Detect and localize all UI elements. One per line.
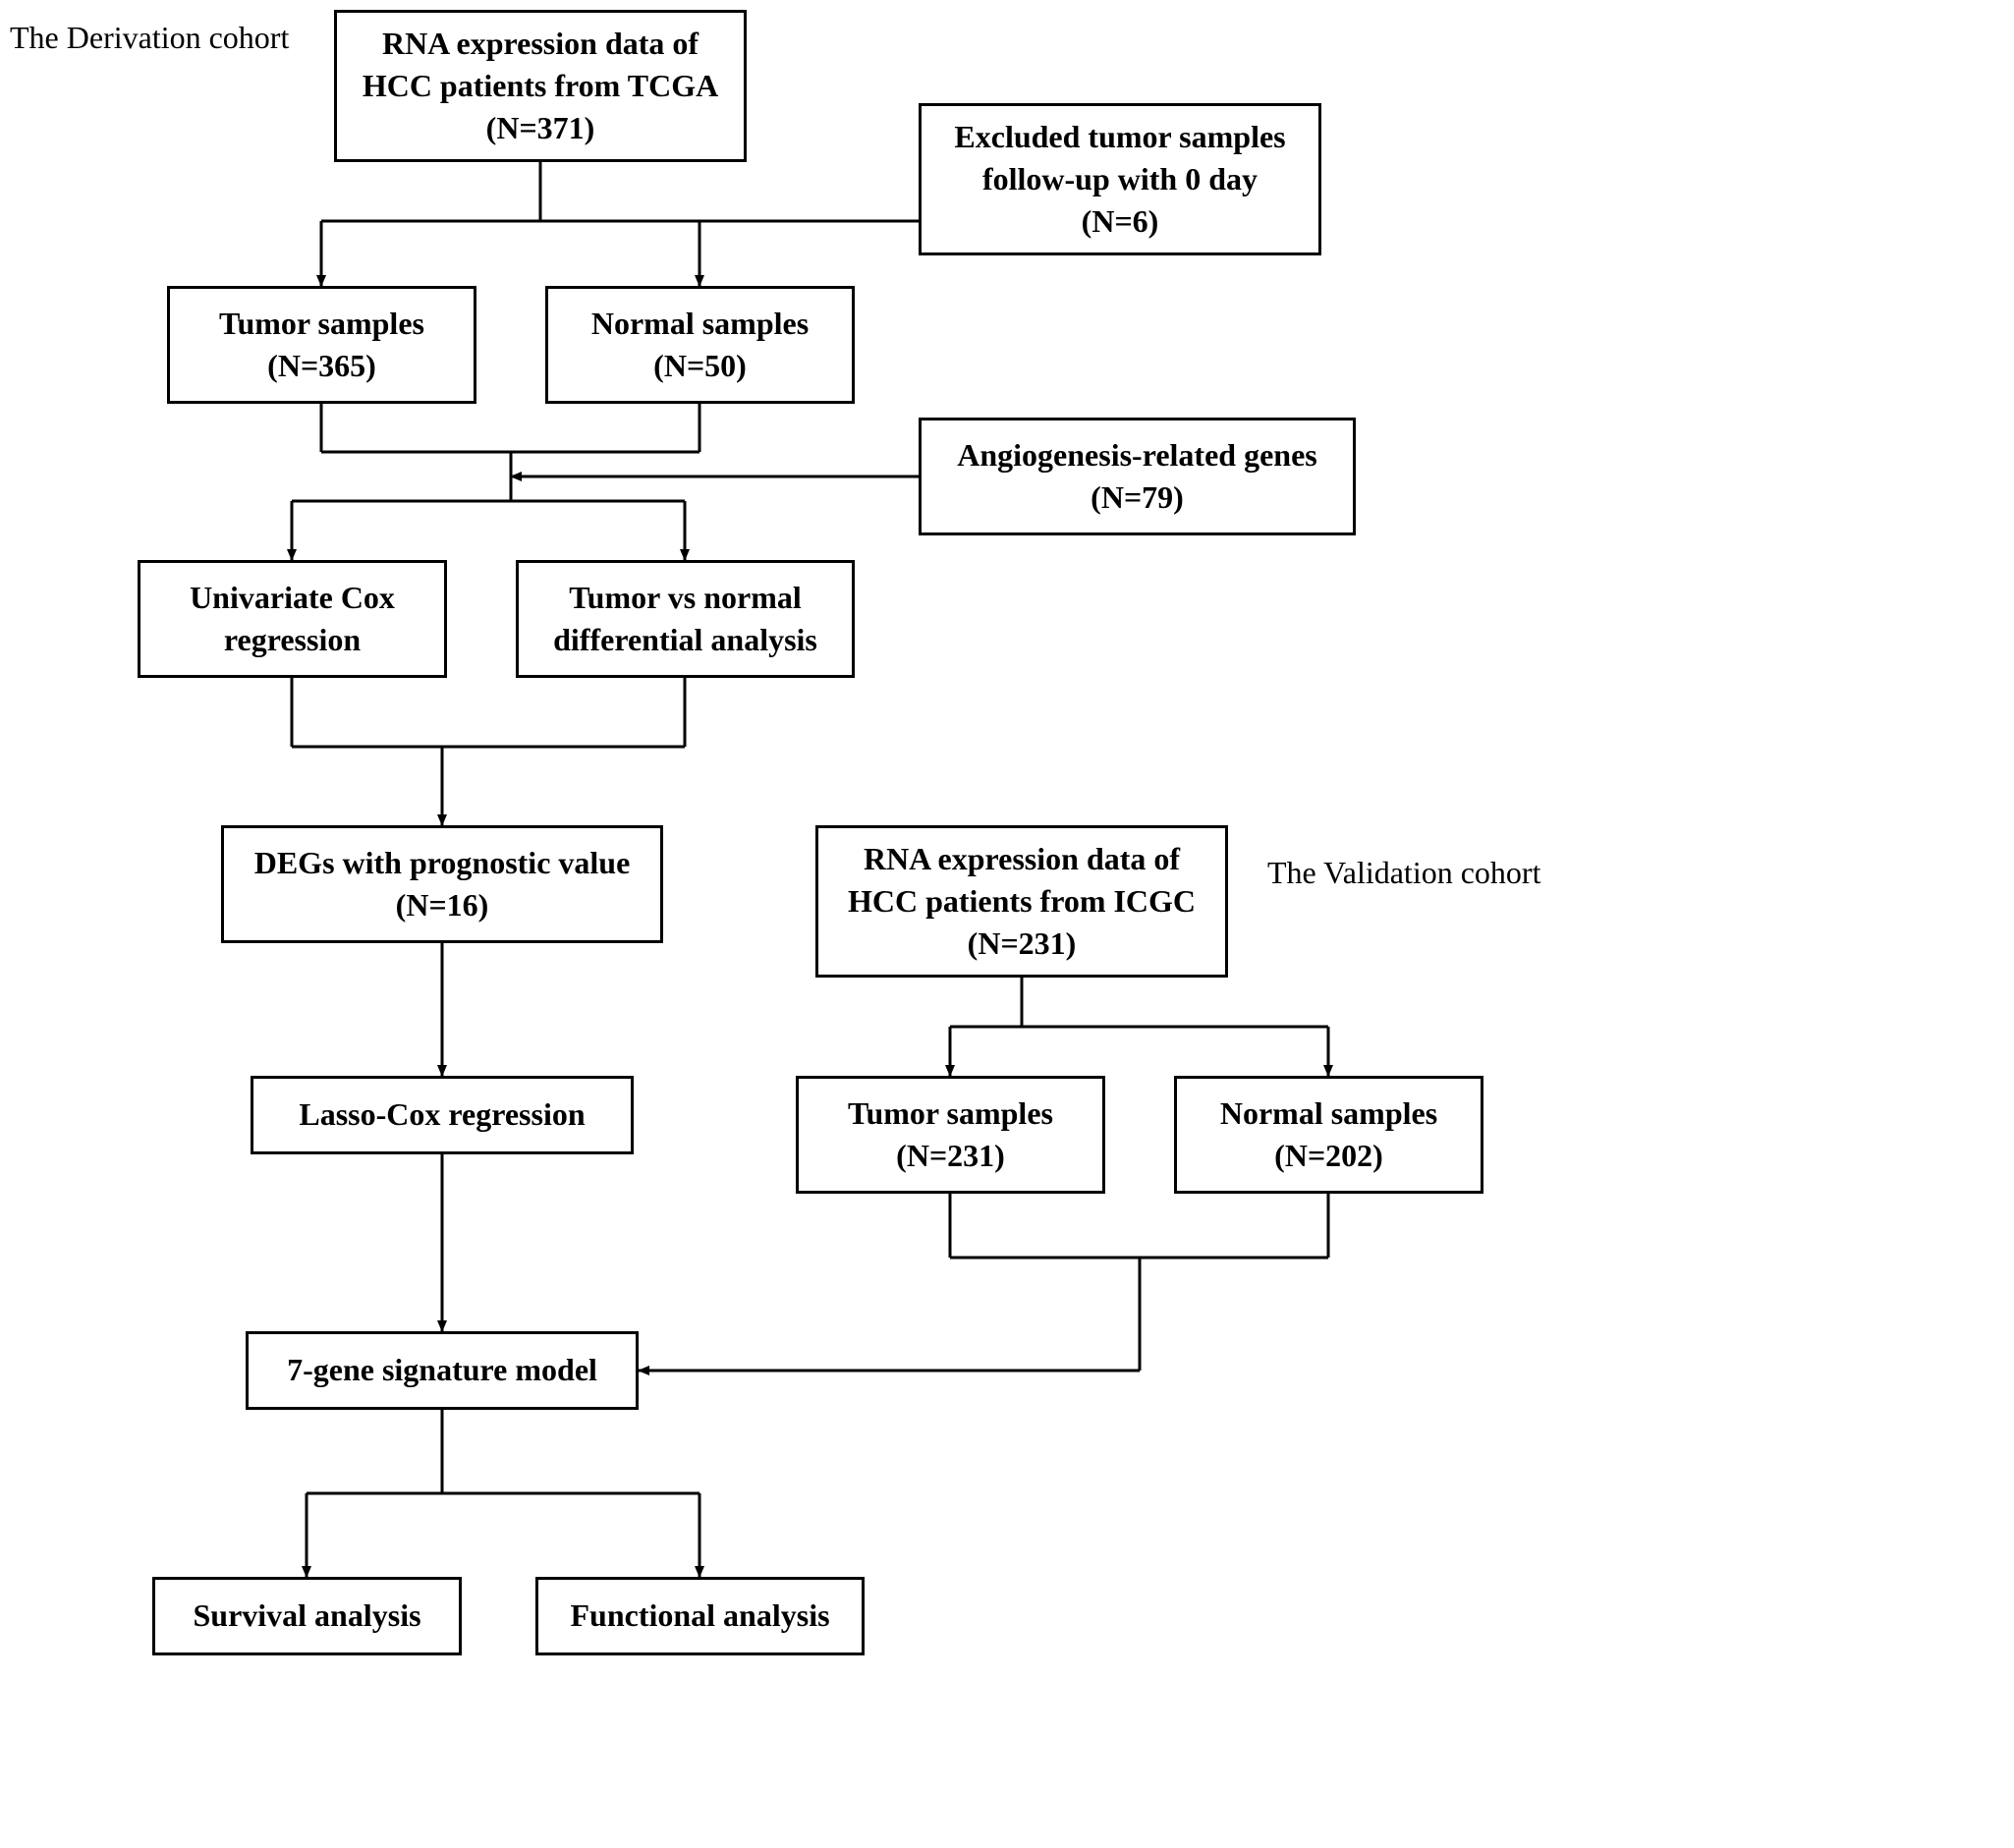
degs-line2: (N=16) <box>396 884 489 926</box>
tumor-icgc-box: Tumor samples (N=231) <box>796 1076 1105 1194</box>
tumor-tcga-box: Tumor samples (N=365) <box>167 286 476 404</box>
degs-box: DEGs with prognostic value (N=16) <box>221 825 663 943</box>
survival-line1: Survival analysis <box>193 1595 420 1637</box>
angiogenesis-line2: (N=79) <box>1091 476 1184 519</box>
angiogenesis-box: Angiogenesis-related genes (N=79) <box>919 418 1356 535</box>
derivation-cohort-label: The Derivation cohort <box>10 20 289 56</box>
signature-line1: 7-gene signature model <box>287 1349 597 1391</box>
excluded-line2: follow-up with 0 day <box>982 158 1258 200</box>
tumor-tcga-line2: (N=365) <box>267 345 376 387</box>
degs-line1: DEGs with prognostic value <box>254 842 631 884</box>
tumor-icgc-line1: Tumor samples <box>848 1092 1053 1135</box>
normal-tcga-line2: (N=50) <box>653 345 747 387</box>
univariate-line2: regression <box>224 619 361 661</box>
tcga-line3: (N=371) <box>486 107 595 149</box>
signature-box: 7-gene signature model <box>246 1331 639 1410</box>
icgc-line2: HCC patients from ICGC <box>848 880 1196 923</box>
diffanalysis-box: Tumor vs normal differential analysis <box>516 560 855 678</box>
normal-icgc-line2: (N=202) <box>1274 1135 1383 1177</box>
diffanalysis-line1: Tumor vs normal <box>569 577 801 619</box>
excluded-line3: (N=6) <box>1082 200 1159 243</box>
normal-tcga-line1: Normal samples <box>591 303 809 345</box>
icgc-line3: (N=231) <box>968 923 1077 965</box>
icgc-line1: RNA expression data of <box>864 838 1180 880</box>
validation-cohort-label: The Validation cohort <box>1267 855 1540 891</box>
functional-line1: Functional analysis <box>570 1595 829 1637</box>
normal-icgc-line1: Normal samples <box>1220 1092 1437 1135</box>
survival-box: Survival analysis <box>152 1577 462 1655</box>
univariate-line1: Univariate Cox <box>190 577 395 619</box>
functional-box: Functional analysis <box>535 1577 865 1655</box>
angiogenesis-line1: Angiogenesis-related genes <box>957 434 1316 476</box>
lasso-box: Lasso-Cox regression <box>251 1076 634 1154</box>
normal-icgc-box: Normal samples (N=202) <box>1174 1076 1483 1194</box>
diffanalysis-line2: differential analysis <box>553 619 817 661</box>
icgc-box: RNA expression data of HCC patients from… <box>815 825 1228 978</box>
univariate-box: Univariate Cox regression <box>138 560 447 678</box>
excluded-box: Excluded tumor samples follow-up with 0 … <box>919 103 1321 255</box>
tumor-tcga-line1: Tumor samples <box>219 303 424 345</box>
lasso-line1: Lasso-Cox regression <box>299 1093 585 1136</box>
tcga-line2: HCC patients from TCGA <box>363 65 718 107</box>
excluded-line1: Excluded tumor samples <box>954 116 1285 158</box>
tcga-line1: RNA expression data of <box>382 23 699 65</box>
normal-tcga-box: Normal samples (N=50) <box>545 286 855 404</box>
tumor-icgc-line2: (N=231) <box>896 1135 1005 1177</box>
tcga-box: RNA expression data of HCC patients from… <box>334 10 747 162</box>
